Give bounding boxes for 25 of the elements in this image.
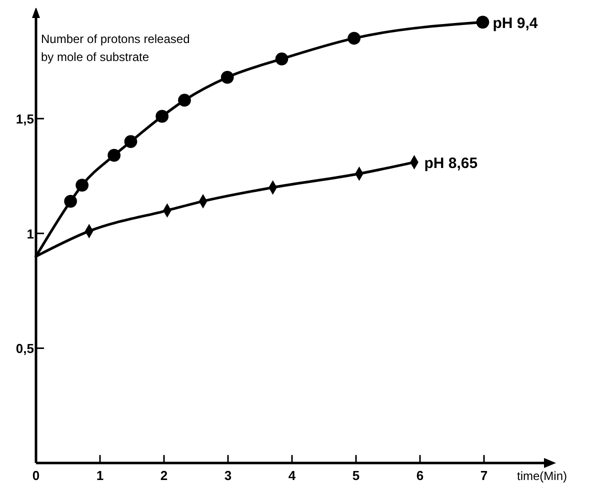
- x-tick-label: 6: [416, 468, 424, 483]
- x-tick-label: 1: [96, 468, 104, 483]
- y-axis-title: Number of protons released by mole of substrate: [41, 32, 190, 64]
- series-label: pH 8,65: [424, 155, 478, 172]
- x-tick-label: 4: [288, 468, 296, 483]
- x-axis-title: time(Min): [517, 469, 567, 483]
- point: [124, 135, 138, 148]
- x-tick-label: 3: [224, 468, 232, 483]
- point: [76, 178, 89, 192]
- y-tick-label: 1,5: [16, 112, 34, 127]
- point: [178, 94, 191, 107]
- point: [476, 16, 490, 29]
- y-tick-label: 1: [26, 226, 34, 242]
- point: [348, 32, 361, 45]
- x-tick-label: 0: [32, 468, 40, 483]
- y-tick-label: 0,5: [16, 341, 34, 356]
- series-label: pH 9,4: [492, 15, 538, 32]
- x-tick-label: 2: [160, 468, 168, 483]
- point: [64, 194, 77, 208]
- x-tick-label: 7: [480, 468, 488, 483]
- point: [220, 70, 234, 84]
- point: [275, 52, 288, 66]
- x-tick-label: 5: [352, 468, 360, 483]
- point: [108, 148, 121, 162]
- point: [156, 110, 169, 123]
